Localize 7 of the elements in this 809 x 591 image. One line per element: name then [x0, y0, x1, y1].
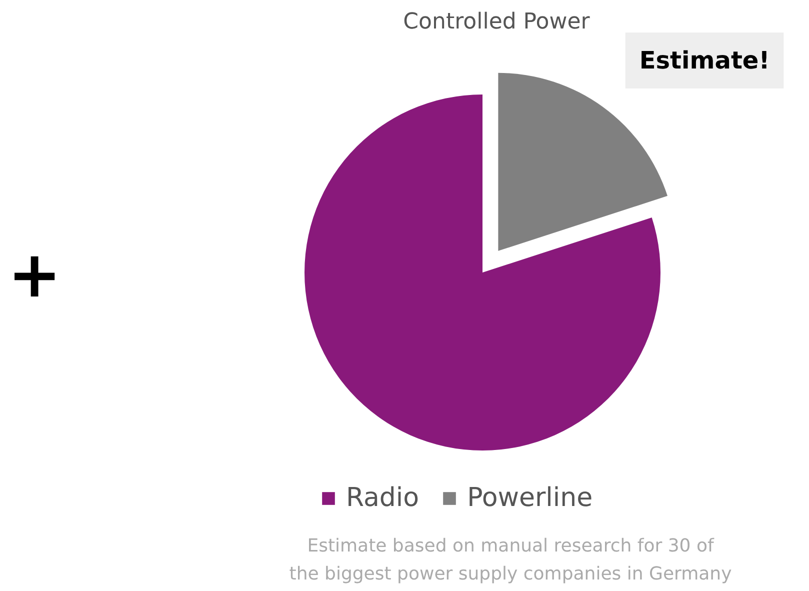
- text: +: [8, 238, 62, 312]
- text: Estimate!: [639, 46, 770, 74]
- text: the biggest power supply companies in Germany: [289, 564, 732, 584]
- chart-title: Controlled Power: [403, 10, 591, 34]
- text: Estimate based on manual research for 30 of: [307, 536, 714, 556]
- legend-label: Powerline: [467, 483, 593, 513]
- legend-label: Radio: [346, 483, 420, 513]
